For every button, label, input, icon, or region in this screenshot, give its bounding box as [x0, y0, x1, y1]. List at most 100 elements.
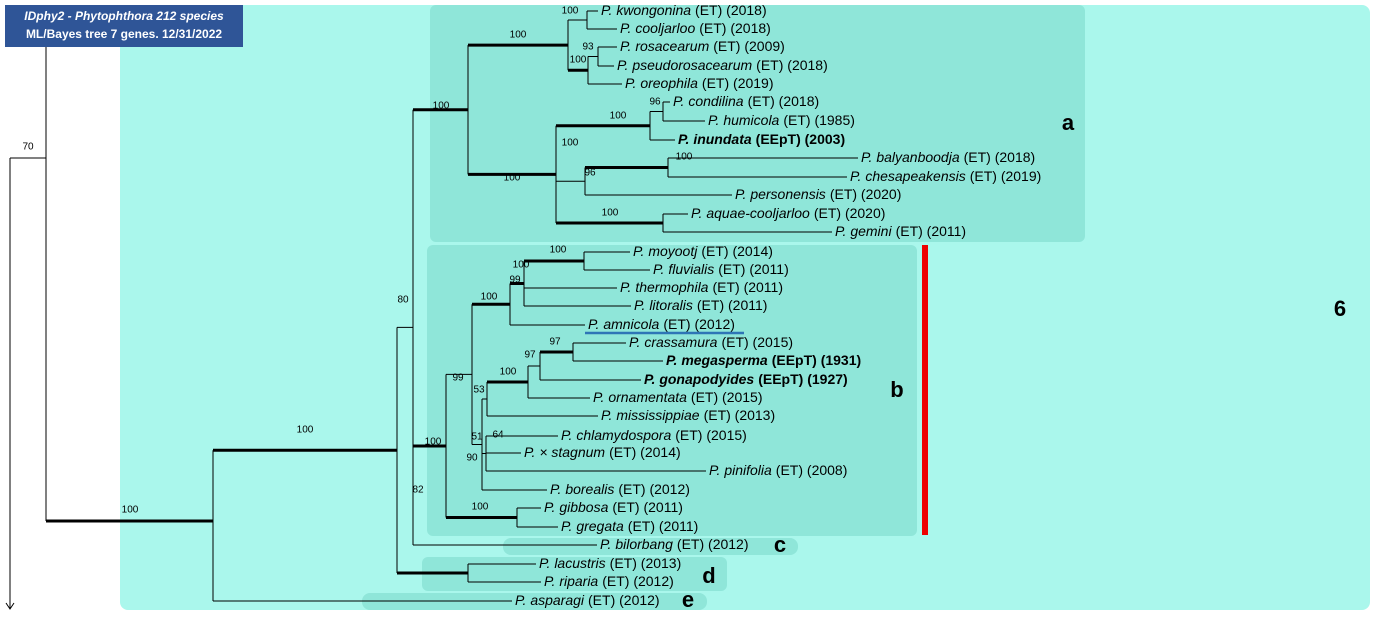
taxon-name: P. humicola: [708, 112, 780, 128]
taxon-label: P. inundata (EEpT) (2003): [678, 131, 845, 147]
support-value: 96: [584, 168, 596, 179]
taxon-name: P. ornamentata: [593, 389, 687, 405]
taxon-label: P. chlamydospora (ET) (2015): [561, 427, 747, 443]
taxon-name: P. rosacearum: [620, 38, 710, 54]
taxon-label: P. gregata (ET) (2011): [561, 518, 698, 534]
support-value: 93: [582, 42, 594, 53]
taxon-label: P. gibbosa (ET) (2011): [544, 499, 683, 515]
taxon-info: (ET) (2011): [612, 499, 683, 515]
taxon-label: P. cooljarloo (ET) (2018): [620, 20, 771, 36]
taxon-info: (ET) (2008): [776, 462, 848, 478]
taxon-name: P. balyanboodja: [861, 149, 960, 165]
taxon-name: P. borealis: [550, 481, 614, 497]
taxon-info: (ET) (2011): [896, 223, 967, 239]
taxon-info: (EEpT) (1931): [772, 352, 861, 368]
clade-a-box: [430, 5, 1085, 242]
support-value: 100: [433, 101, 450, 112]
taxon-label: P. borealis (ET) (2012): [550, 481, 690, 497]
support-value: 97: [549, 337, 561, 348]
taxon-info: (ET) (2012): [677, 536, 749, 552]
taxon-label: P. thermophila (ET) (2011): [620, 279, 783, 295]
support-value: 100: [510, 30, 527, 41]
taxon-label: P. fluvialis (ET) (2011): [653, 261, 789, 277]
support-value: 99: [452, 373, 464, 384]
support-value: 90: [466, 453, 478, 464]
taxon-info: (ET) (2012): [602, 573, 674, 589]
support-value: 82: [412, 485, 424, 496]
support-value: 100: [570, 55, 587, 66]
taxon-info: (ET) (2015): [721, 334, 793, 350]
taxon-info: (ET) (2020): [814, 205, 886, 221]
taxon-label: P. riparia (ET) (2012): [544, 573, 674, 589]
support-value: 100: [602, 208, 619, 219]
taxon-name: P. megasperma: [666, 352, 768, 368]
support-value: 100: [610, 111, 627, 122]
taxon-name: P. gregata: [561, 518, 624, 534]
taxon-label: P. megasperma (EEpT) (1931): [666, 352, 861, 368]
taxon-label: P. humicola (ET) (1985): [708, 112, 855, 128]
support-value: 100: [562, 6, 579, 17]
clade-label: c: [774, 532, 786, 557]
taxon-label: P. ornamentata (ET) (2015): [593, 389, 763, 405]
support-value: 100: [500, 367, 517, 378]
taxon-name: P. personensis: [735, 186, 826, 202]
support-value: 80: [397, 295, 409, 306]
clade-label: e: [682, 587, 694, 612]
taxon-name: P. pseudorosacearum: [617, 57, 752, 73]
taxon-info: (ET) (2009): [713, 38, 785, 54]
taxon-label: P. lacustris (ET) (2013): [539, 555, 681, 571]
support-value: 100: [562, 138, 579, 149]
taxon-name: P. oreophila: [625, 75, 698, 91]
support-value: 100: [676, 152, 693, 163]
taxon-info: (ET) (2015): [675, 427, 747, 443]
clade-c-box: [503, 538, 798, 555]
taxon-info: (ET) (2011): [697, 297, 768, 313]
taxon-info: (ET) (2014): [701, 243, 773, 259]
clade-label: b: [890, 377, 903, 402]
taxon-name: P. fluvialis: [653, 261, 714, 277]
taxon-label: P. oreophila (ET) (2019): [625, 75, 774, 91]
taxon-info: (ET) (2018): [964, 149, 1036, 165]
taxon-name: P. asparagi: [515, 592, 585, 608]
taxon-name: P. moyootj: [633, 243, 698, 259]
taxon-info: (ET) (2018): [699, 20, 771, 36]
clade-label: 6: [1334, 296, 1346, 321]
taxon-label: P. litoralis (ET) (2011): [634, 297, 767, 313]
taxon-label: P. kwongonina (ET) (2018): [601, 2, 767, 18]
clade-b-box: [427, 245, 917, 536]
taxon-label: P. pseudorosacearum (ET) (2018): [617, 57, 828, 73]
support-value: 97: [524, 350, 536, 361]
taxon-info: (ET) (2018): [695, 2, 767, 18]
taxon-info: (ET) (2015): [691, 389, 763, 405]
taxon-name: P. cooljarloo: [620, 20, 695, 36]
taxon-name: P. × stagnum: [524, 444, 605, 460]
support-value: 96: [649, 97, 661, 108]
clade-label: d: [702, 563, 715, 588]
support-value: 100: [513, 260, 530, 271]
taxon-label: P. balyanboodja (ET) (2018): [861, 149, 1035, 165]
taxon-name: P. pinifolia: [709, 462, 772, 478]
header-box: [5, 5, 243, 47]
taxon-label: P. asparagi (ET) (2012): [515, 592, 660, 608]
taxon-name: P. mississippiae: [601, 407, 700, 423]
tree-branches: [212, 10, 858, 602]
taxon-name: P. kwongonina: [601, 2, 691, 18]
clade-label: a: [1062, 110, 1075, 135]
taxon-label: P. moyootj (ET) (2014): [633, 243, 773, 259]
taxon-name: P. chlamydospora: [561, 427, 671, 443]
taxon-label: P. gonapodyides (EEpT) (1927): [644, 371, 848, 387]
taxon-info: (ET) (2018): [748, 93, 820, 109]
taxon-label: P. rosacearum (ET) (2009): [620, 38, 785, 54]
support-value: 100: [425, 437, 442, 448]
taxon-info: (ET) (2019): [702, 75, 774, 91]
taxon-label: P. personensis (ET) (2020): [735, 186, 901, 202]
support-value: 99: [509, 275, 521, 286]
taxon-label: P. condilina (ET) (2018): [673, 93, 819, 109]
taxon-name: P. condilina: [673, 93, 744, 109]
taxon-label: P. × stagnum (ET) (2014): [524, 444, 681, 460]
support-value: 51: [471, 432, 483, 443]
taxon-label: P. crassamura (ET) (2015): [629, 334, 793, 350]
support-value: 100: [297, 425, 314, 436]
taxon-name: P. crassamura: [629, 334, 718, 350]
